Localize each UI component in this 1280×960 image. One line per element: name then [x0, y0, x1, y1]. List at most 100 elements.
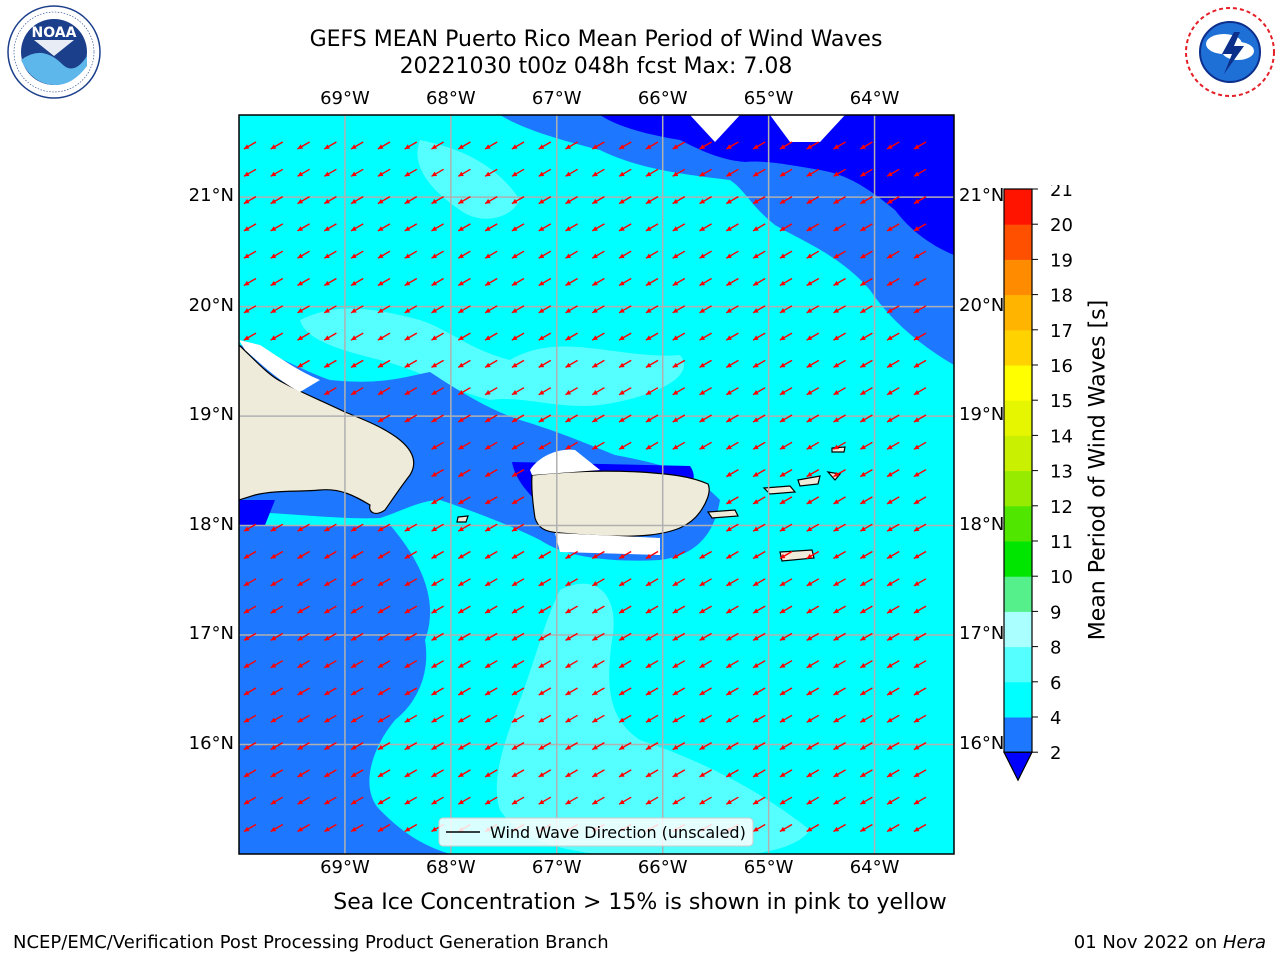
lat-tick-left: 17°N	[188, 623, 234, 645]
wind-wave-arrow	[699, 277, 712, 287]
wind-wave-arrow	[779, 550, 793, 560]
wind-wave-arrow	[511, 605, 525, 614]
wind-wave-arrow	[752, 796, 766, 805]
wind-wave-arrow	[297, 605, 310, 614]
wind-wave-arrow	[538, 359, 552, 369]
wind-wave-arrow	[511, 468, 525, 478]
wind-wave-arrow	[484, 141, 498, 150]
wind-wave-arrow	[377, 714, 391, 723]
grid-lines	[239, 115, 954, 854]
lon-tick-bottom: 67°W	[531, 857, 582, 878]
wind-wave-arrow	[431, 741, 444, 751]
wind-wave-arrow	[618, 660, 632, 669]
wind-wave-arrow	[565, 168, 578, 177]
wind-wave-arrow	[565, 223, 578, 232]
wind-wave-arrow	[859, 441, 873, 450]
wind-wave-arrow	[618, 796, 632, 805]
wind-wave-arrow	[859, 523, 873, 532]
wind-wave-arrow	[725, 277, 739, 287]
wind-wave-arrow	[913, 468, 927, 478]
wind-wave-arrow	[645, 769, 659, 778]
colorbar-segment	[1004, 541, 1032, 577]
wind-wave-arrow	[431, 168, 444, 177]
wind-wave-arrow	[779, 141, 793, 150]
wind-wave-arrow	[886, 605, 900, 614]
wind-wave-arrow	[270, 578, 284, 587]
wind-wave-arrow	[779, 223, 793, 232]
wind-wave-arrow	[833, 823, 846, 833]
wind-wave-arrow	[591, 387, 605, 396]
wind-wave-arrow	[886, 632, 900, 642]
wind-wave-arrow	[457, 741, 471, 751]
wind-wave-arrow	[484, 250, 498, 259]
wind-wave-arrow	[404, 741, 418, 751]
wind-wave-arrow	[618, 332, 632, 341]
wind-wave-arrow	[886, 578, 900, 587]
wind-wave-arrow	[350, 714, 364, 723]
wind-wave-arrow	[404, 714, 418, 723]
wind-wave-arrow	[243, 223, 257, 232]
wind-wave-arrow	[565, 250, 578, 259]
colorbar-segment	[1004, 576, 1032, 612]
wind-wave-arrow	[806, 741, 820, 751]
wind-wave-arrow	[859, 741, 873, 751]
wind-wave-arrow	[565, 632, 578, 642]
map-frame	[238, 114, 955, 855]
wind-wave-arrow	[833, 359, 846, 369]
wind-wave-arrow	[323, 550, 337, 560]
wind-wave-arrow	[484, 305, 498, 314]
wind-wave-arrow	[591, 441, 605, 450]
wind-wave-arrow	[618, 550, 632, 560]
wind-wave-arrow	[511, 223, 525, 232]
wind-wave-arrow	[538, 387, 552, 396]
wind-wave-arrow	[457, 277, 471, 287]
wind-wave-arrow	[431, 223, 444, 232]
wind-wave-arrow	[404, 387, 418, 396]
wind-wave-arrow	[833, 468, 846, 478]
lon-tick-top: 69°W	[320, 88, 370, 109]
wind-wave-arrow	[243, 796, 257, 805]
wind-wave-arrow	[377, 550, 391, 560]
wind-wave-arrow	[323, 359, 337, 369]
wind-wave-arrow	[297, 769, 310, 778]
wind-wave-arrow	[457, 578, 471, 587]
wind-wave-arrow	[833, 496, 846, 505]
wind-wave-arrow	[618, 223, 632, 232]
wind-wave-arrow	[350, 523, 364, 532]
wind-wave-arrow	[243, 277, 257, 287]
colorbar-tick-label: 12	[1050, 497, 1073, 518]
wind-wave-arrow	[591, 168, 605, 177]
wind-wave-arrow	[511, 660, 525, 669]
sea-ice-caption: Sea Ice Concentration > 15% is shown in …	[333, 890, 947, 915]
wind-wave-arrow	[833, 414, 846, 423]
wind-wave-arrow	[297, 796, 310, 805]
wind-wave-arrow	[886, 823, 900, 833]
wind-wave-arrow	[565, 741, 578, 751]
wind-wave-arrow	[297, 332, 310, 341]
wind-wave-arrow	[431, 359, 444, 369]
wind-wave-arrow	[618, 769, 632, 778]
wind-wave-arrow	[618, 714, 632, 723]
wind-wave-arrow	[591, 223, 605, 232]
wind-wave-arrow	[538, 195, 552, 205]
wind-wave-arrow	[457, 605, 471, 614]
wind-wave-arrow	[779, 578, 793, 587]
wind-wave-arrow	[484, 387, 498, 396]
lon-tick-top: 67°W	[531, 88, 582, 109]
wind-wave-arrow	[243, 823, 257, 833]
wind-wave-arrow	[645, 796, 659, 805]
credit-host: Hera	[1222, 932, 1266, 953]
wind-wave-arrow	[323, 223, 337, 232]
wind-wave-arrow	[859, 796, 873, 805]
wind-wave-arrow	[484, 359, 498, 369]
wind-wave-arrow	[725, 441, 739, 450]
wind-wave-arrow	[565, 277, 578, 287]
wind-wave-arrow	[565, 305, 578, 314]
wind-wave-arrow	[672, 578, 686, 587]
wind-wave-arrow	[859, 141, 873, 150]
wind-wave-arrow	[752, 823, 766, 833]
wind-wave-arrow	[833, 523, 846, 532]
colorbar-tick-label: 19	[1050, 250, 1073, 271]
wind-wave-arrow	[913, 359, 927, 369]
wind-wave-arrow	[779, 687, 793, 696]
